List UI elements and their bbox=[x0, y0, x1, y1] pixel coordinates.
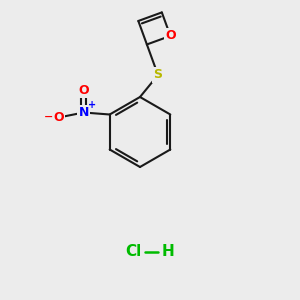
Text: O: O bbox=[53, 111, 64, 124]
Text: O: O bbox=[165, 29, 176, 42]
Text: S: S bbox=[154, 68, 163, 82]
Text: N: N bbox=[79, 106, 89, 119]
Text: +: + bbox=[88, 100, 96, 110]
Text: Cl: Cl bbox=[126, 244, 142, 260]
Text: H: H bbox=[162, 244, 175, 260]
Text: O: O bbox=[78, 84, 89, 97]
Text: −: − bbox=[44, 112, 54, 122]
